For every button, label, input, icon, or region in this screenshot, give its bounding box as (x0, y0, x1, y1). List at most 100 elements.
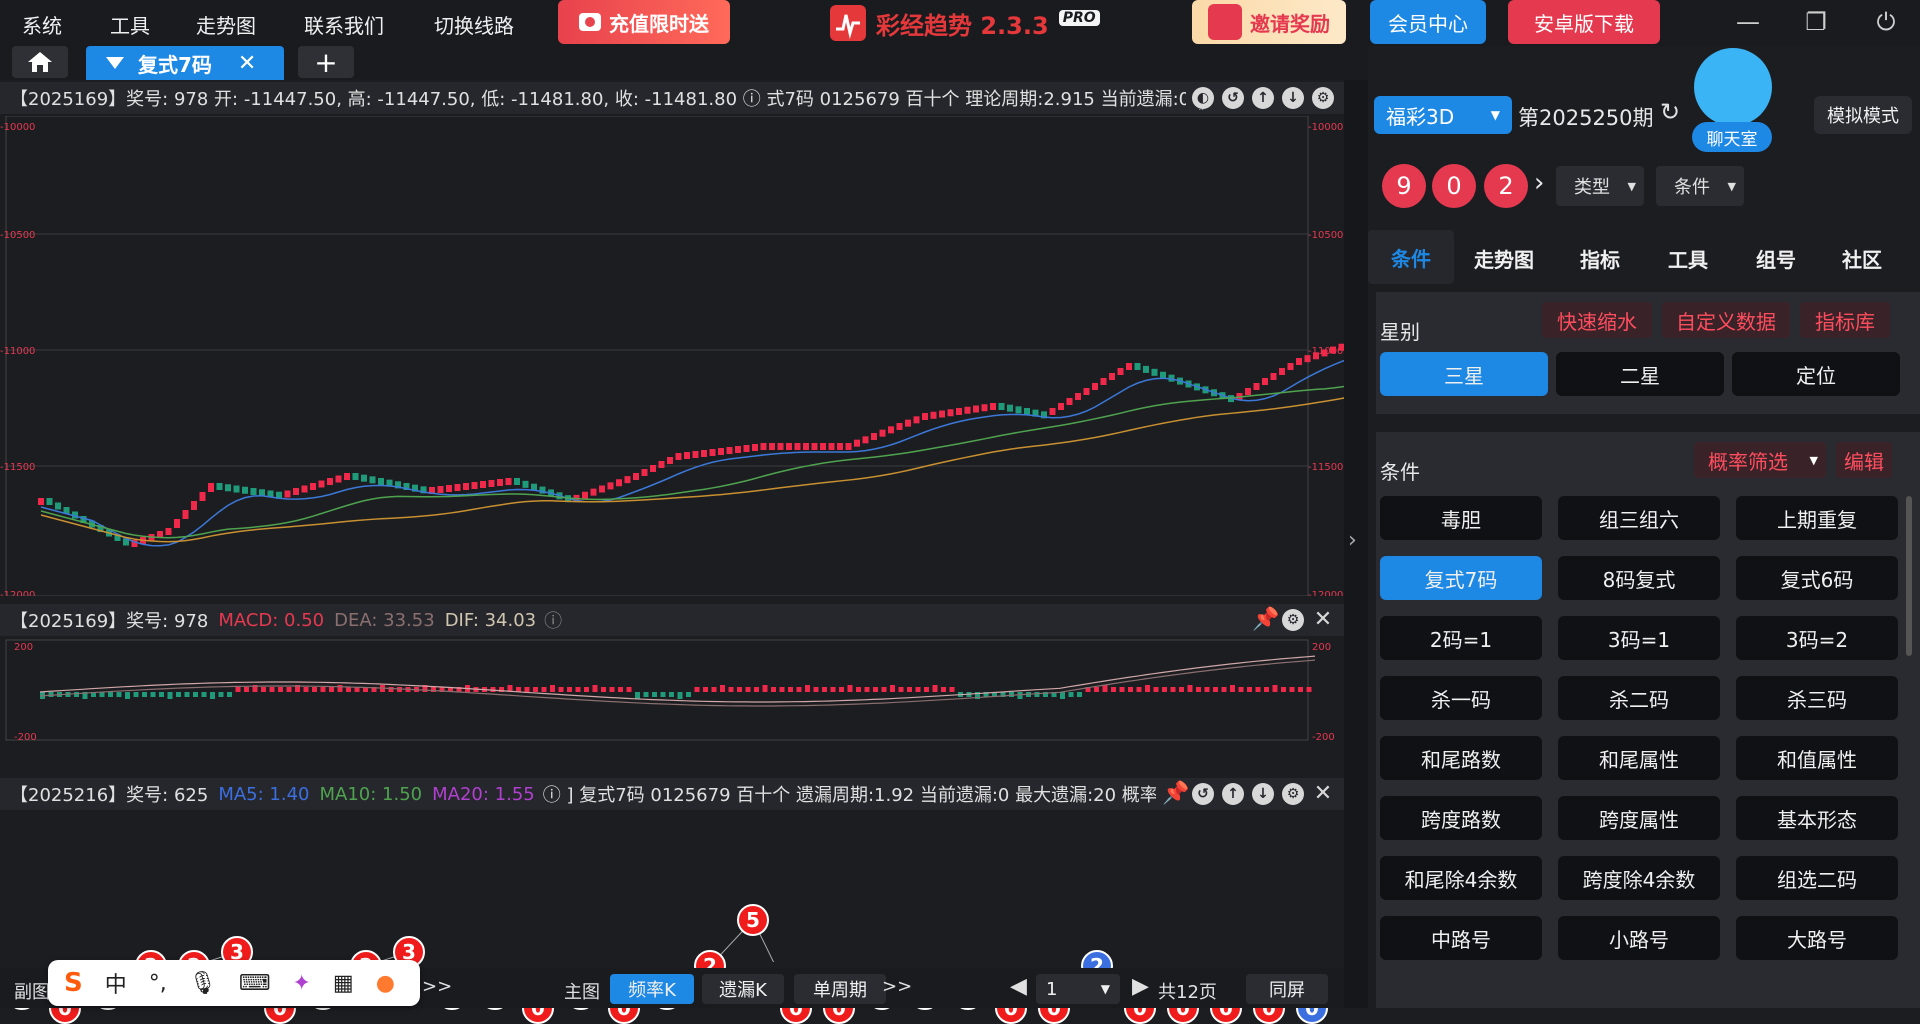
condition-button[interactable]: 杀一码 (1380, 676, 1542, 720)
lottery-select[interactable]: 福彩3D ▼ (1374, 96, 1512, 134)
power-icon[interactable]: ⏻ (1876, 8, 1896, 36)
menu-tools[interactable]: 工具 (110, 14, 150, 38)
add-tab-button[interactable]: + (298, 46, 354, 79)
condition-button[interactable]: 上期重复 (1736, 496, 1898, 540)
arrow-up-icon[interactable]: ↑ (1222, 783, 1244, 805)
next-page-icon[interactable]: ▶ (1132, 974, 1149, 999)
macd-bar (1196, 687, 1201, 692)
condition-button[interactable]: 跨度属性 (1558, 796, 1720, 840)
member-center-button[interactable]: 会员中心 (1370, 0, 1486, 44)
settings-icon[interactable]: ⚙ (1312, 87, 1334, 109)
sub-chart-more[interactable]: >> (422, 976, 453, 997)
condition-button[interactable]: 3码=1 (1558, 616, 1720, 660)
condition-button[interactable]: 复式7码 (1380, 556, 1542, 600)
sub-chart-label[interactable]: 副图 (14, 982, 50, 1003)
prev-page-icon[interactable]: ◀ (1010, 974, 1027, 999)
arrow-down-icon[interactable]: ↓ (1252, 783, 1274, 805)
condition-button[interactable]: 基本形态 (1736, 796, 1898, 840)
chatroom-widget[interactable]: 聊天室 (1692, 48, 1776, 164)
mascot-icon[interactable]: ● (375, 970, 395, 996)
panel-splitter[interactable]: › (1344, 80, 1368, 1008)
type-dropdown[interactable]: 类型 ▼ (1556, 166, 1644, 206)
condition-button[interactable]: 和尾除4余数 (1380, 856, 1542, 900)
condition-button[interactable]: 跨度除4余数 (1558, 856, 1720, 900)
tab-compound-7[interactable]: 复式7码 ✕ (86, 46, 284, 80)
tab-trend[interactable]: 走势图 (1474, 248, 1534, 272)
tab-community[interactable]: 社区 (1842, 248, 1882, 272)
two-star-button[interactable]: 二星 (1556, 352, 1724, 396)
refresh-icon[interactable]: ↻ (1660, 98, 1681, 126)
kline-candle (429, 487, 435, 494)
index-lib-button[interactable]: 指标库 (1800, 302, 1890, 338)
main-chart-more[interactable]: >> (882, 976, 913, 997)
condition-button[interactable]: 3码=2 (1736, 616, 1898, 660)
position-button[interactable]: 定位 (1732, 352, 1900, 396)
pin-icon[interactable]: 📌 (1252, 607, 1280, 632)
restore-icon[interactable]: ❐ (1805, 8, 1827, 36)
sogou-logo-icon[interactable]: S (64, 968, 83, 998)
condition-button[interactable]: 和值属性 (1736, 736, 1898, 780)
menu-trend[interactable]: 走势图 (196, 14, 256, 38)
tab-condition[interactable]: 条件 (1368, 230, 1454, 284)
tab-group[interactable]: 组号 (1756, 248, 1796, 272)
freq-k-button[interactable]: 频率K (610, 974, 694, 1004)
minimize-icon[interactable]: — (1736, 8, 1760, 36)
chevron-right-icon[interactable]: › (1348, 528, 1357, 553)
microphone-icon[interactable]: 🎙 (188, 970, 217, 996)
condition-button[interactable]: 8码复式 (1558, 556, 1720, 600)
condition-button[interactable]: 复式6码 (1736, 556, 1898, 600)
arrow-up-icon[interactable]: ↑ (1252, 87, 1274, 109)
punctuation-icon[interactable]: °, (148, 970, 167, 996)
scrollbar[interactable] (1906, 496, 1912, 656)
quick-zoom-button[interactable]: 快速缩水 (1542, 302, 1652, 338)
android-download-button[interactable]: 安卓版下载 (1508, 0, 1660, 44)
condition-dropdown[interactable]: 条件 ▼ (1656, 166, 1744, 206)
menu-system[interactable]: 系统 (22, 14, 62, 38)
invite-reward-button[interactable]: 邀请奖励 (1192, 0, 1346, 44)
ime-lang-toggle[interactable]: 中 (104, 973, 127, 998)
skin-icon[interactable]: ✦ (292, 970, 311, 996)
condition-button[interactable]: 和尾路数 (1380, 736, 1542, 780)
close-icon[interactable]: ✕ (1313, 781, 1333, 806)
recharge-promo-button[interactable]: 充值限时送 (558, 0, 730, 44)
condition-button[interactable]: 杀二码 (1558, 676, 1720, 720)
help-icon[interactable]: ⓘ (544, 611, 563, 632)
miss-k-button[interactable]: 遗漏K (702, 974, 784, 1004)
condition-button[interactable]: 跨度路数 (1380, 796, 1542, 840)
pin-icon[interactable]: 📌 (1162, 781, 1190, 806)
condition-button[interactable]: 小路号 (1558, 916, 1720, 960)
condition-button[interactable]: 组选二码 (1736, 856, 1898, 900)
condition-button[interactable]: 和尾属性 (1558, 736, 1720, 780)
condition-button[interactable]: 杀三码 (1736, 676, 1898, 720)
chevron-right-icon[interactable]: › (1534, 168, 1545, 198)
refresh-icon[interactable]: ↺ (1192, 783, 1214, 805)
refresh-icon[interactable]: ↺ (1222, 87, 1244, 109)
custom-data-button[interactable]: 自定义数据 (1662, 302, 1790, 338)
three-star-button[interactable]: 三星 (1380, 352, 1548, 396)
tab-close-icon[interactable]: ✕ (237, 50, 257, 76)
settings-icon[interactable]: ⚙ (1282, 783, 1304, 805)
condition-button[interactable]: 组三组六 (1558, 496, 1720, 540)
close-icon[interactable]: ✕ (1313, 607, 1333, 632)
menu-contact[interactable]: 联系我们 (304, 14, 384, 38)
edit-button[interactable]: 编辑 (1836, 442, 1892, 478)
tab-tools[interactable]: 工具 (1668, 248, 1708, 272)
condition-button[interactable]: 2码=1 (1380, 616, 1542, 660)
tab-index[interactable]: 指标 (1580, 248, 1620, 272)
page-select[interactable]: 1 ▼ (1036, 974, 1120, 1004)
same-screen-button[interactable]: 同屏 (1246, 974, 1328, 1004)
single-period-button[interactable]: 单周期 (794, 974, 886, 1004)
keyboard-icon[interactable]: ⌨ (238, 970, 271, 996)
prob-filter-dropdown[interactable]: 概率筛选 ▼ (1694, 442, 1826, 478)
compass-icon[interactable]: ◐ (1192, 87, 1214, 109)
sim-mode-button[interactable]: 模拟模式 (1814, 96, 1912, 134)
settings-icon[interactable]: ⚙ (1282, 609, 1304, 631)
condition-button[interactable]: 毒胆 (1380, 496, 1542, 540)
toolbox-icon[interactable]: ▦ (332, 970, 354, 996)
menu-switch-line[interactable]: 切换线路 (434, 14, 514, 38)
arrow-down-icon[interactable]: ↓ (1282, 87, 1304, 109)
kline-candle (658, 461, 665, 468)
home-tab[interactable] (12, 46, 68, 78)
condition-button[interactable]: 大路号 (1736, 916, 1898, 960)
condition-button[interactable]: 中路号 (1380, 916, 1542, 960)
